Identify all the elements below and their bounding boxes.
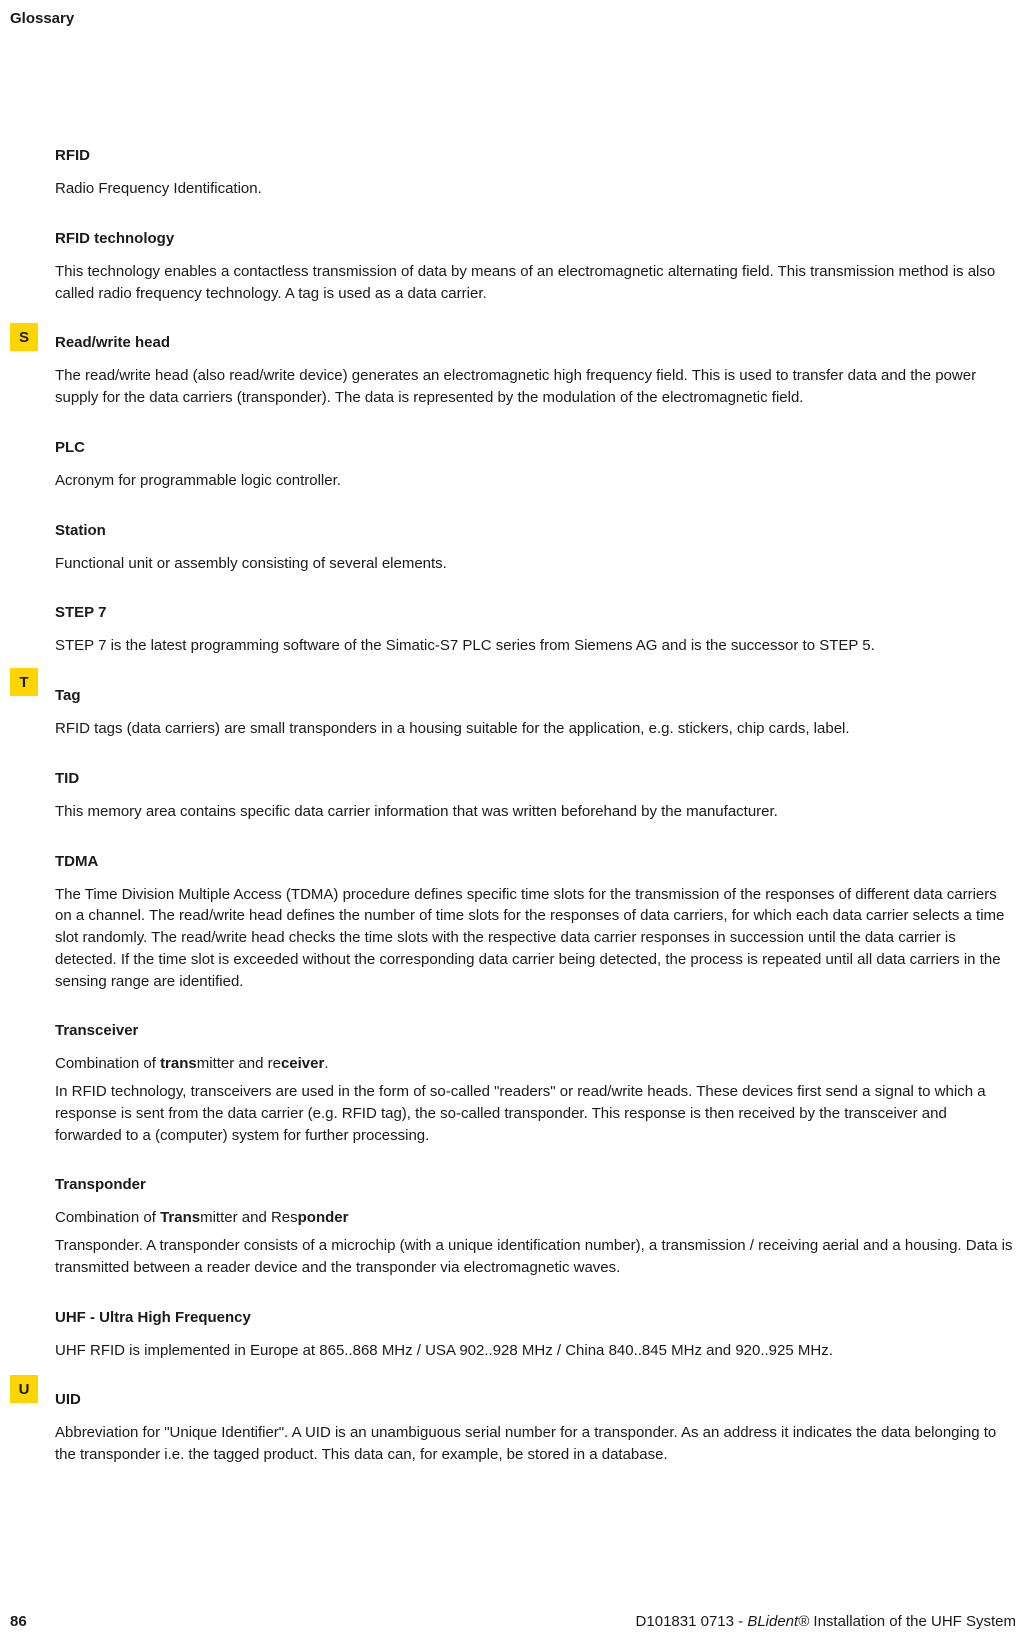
glossary-entry: Transponder Combination of Transmitter a… xyxy=(55,1176,1016,1278)
glossary-entry: Station Functional unit or assembly cons… xyxy=(55,522,1016,575)
glossary-definition: Combination of transmitter and receiver.… xyxy=(55,1053,1016,1146)
bold-span: ceiver xyxy=(281,1055,324,1072)
text-span: mitter and Res xyxy=(200,1209,298,1226)
glossary-entry: UHF - Ultra High Frequency UHF RFID is i… xyxy=(55,1309,1016,1362)
glossary-entry: Transceiver Combination of transmitter a… xyxy=(55,1022,1016,1146)
bold-span: Trans xyxy=(160,1209,200,1226)
page-header-title: Glossary xyxy=(0,10,1026,27)
glossary-term: Read/write head xyxy=(55,334,1016,351)
doc-reference: D101831 0713 - BLident® Installation of … xyxy=(636,1613,1016,1630)
glossary-term: Transceiver xyxy=(55,1022,1016,1039)
glossary-entry: UID Abbreviation for "Unique Identifier"… xyxy=(55,1391,1016,1466)
glossary-term: RFID xyxy=(55,147,1016,164)
glossary-definition: Abbreviation for "Unique Identifier". A … xyxy=(55,1422,1016,1466)
glossary-entry: RFID Radio Frequency Identification. xyxy=(55,147,1016,200)
glossary-entry: RFID technology This technology enables … xyxy=(55,230,1016,305)
glossary-definition: Combination of Transmitter and Responder… xyxy=(55,1207,1016,1278)
glossary-entry: PLC Acronym for programmable logic contr… xyxy=(55,439,1016,492)
glossary-definition: Acronym for programmable logic controlle… xyxy=(55,470,1016,492)
index-letter-u: U xyxy=(10,1375,38,1403)
glossary-definition: STEP 7 is the latest programming softwar… xyxy=(55,635,1016,657)
bold-span: trans xyxy=(160,1055,197,1072)
glossary-definition: This memory area contains specific data … xyxy=(55,801,1016,823)
glossary-definition: Functional unit or assembly consisting o… xyxy=(55,553,1016,575)
glossary-definition: RFID tags (data carriers) are small tran… xyxy=(55,718,1016,740)
page-number: 86 xyxy=(10,1613,27,1630)
text-span: Combination of xyxy=(55,1055,160,1072)
index-letter-s: S xyxy=(10,323,38,351)
doc-title: Installation of the UHF System xyxy=(809,1613,1016,1630)
text-span: Combination of xyxy=(55,1209,160,1226)
glossary-entry: TDMA The Time Division Multiple Access (… xyxy=(55,853,1016,993)
paragraph: Transponder. A transponder consists of a… xyxy=(55,1235,1016,1279)
glossary-term: UHF - Ultra High Frequency xyxy=(55,1309,1016,1326)
glossary-term: Station xyxy=(55,522,1016,539)
glossary-definition: The Time Division Multiple Access (TDMA)… xyxy=(55,884,1016,993)
page-footer: 86 D101831 0713 - BLident® Installation … xyxy=(10,1613,1016,1630)
bold-span: ponder xyxy=(298,1209,349,1226)
glossary-entry: STEP 7 STEP 7 is the latest programming … xyxy=(55,604,1016,657)
index-letter-t: T xyxy=(10,668,38,696)
glossary-definition: Radio Frequency Identification. xyxy=(55,178,1016,200)
glossary-term: Tag xyxy=(55,687,1016,704)
glossary-term: RFID technology xyxy=(55,230,1016,247)
glossary-definition: This technology enables a contactless tr… xyxy=(55,261,1016,305)
glossary-definition: The read/write head (also read/write dev… xyxy=(55,365,1016,409)
doc-id: D101831 0713 - xyxy=(636,1613,748,1630)
glossary-entry: TID This memory area contains specific d… xyxy=(55,770,1016,823)
glossary-content: RFID Radio Frequency Identification. RFI… xyxy=(0,147,1026,1466)
glossary-term: PLC xyxy=(55,439,1016,456)
glossary-term: Transponder xyxy=(55,1176,1016,1193)
glossary-entry: Tag RFID tags (data carriers) are small … xyxy=(55,687,1016,740)
glossary-term: STEP 7 xyxy=(55,604,1016,621)
paragraph: In RFID technology, transceivers are use… xyxy=(55,1081,1016,1146)
glossary-term: TID xyxy=(55,770,1016,787)
glossary-term: TDMA xyxy=(55,853,1016,870)
glossary-term: UID xyxy=(55,1391,1016,1408)
glossary-entry: Read/write head The read/write head (als… xyxy=(55,334,1016,409)
glossary-definition: UHF RFID is implemented in Europe at 865… xyxy=(55,1340,1016,1362)
text-span: mitter and re xyxy=(197,1055,281,1072)
doc-brand: BLident® xyxy=(747,1613,809,1630)
text-span: . xyxy=(324,1055,328,1072)
